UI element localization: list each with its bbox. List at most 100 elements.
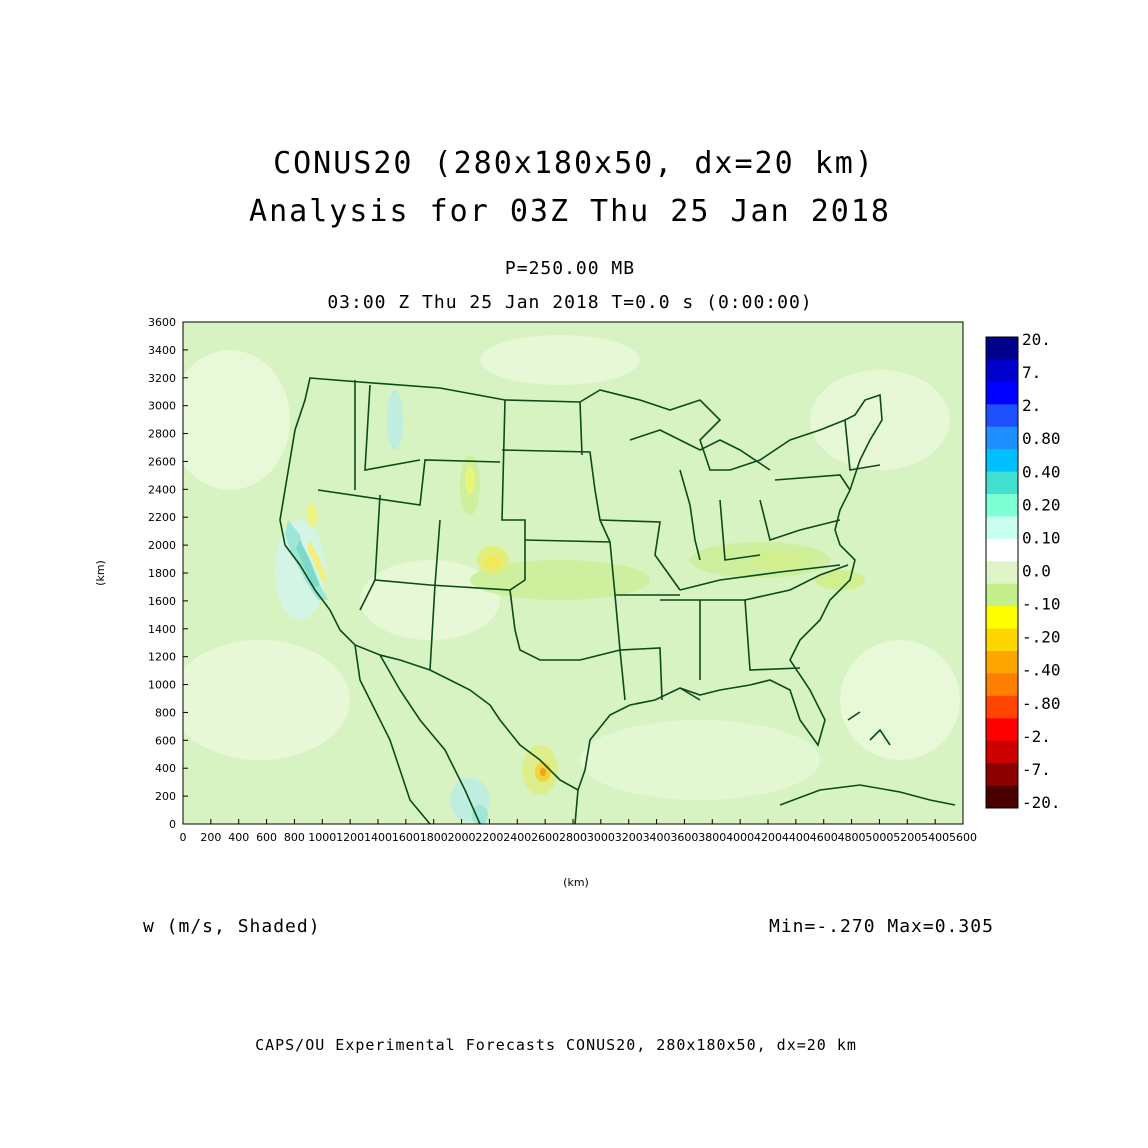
colorbar-swatch xyxy=(986,606,1018,630)
x-tick-label: 2400 xyxy=(503,831,531,844)
y-tick-label: 3000 xyxy=(148,400,176,413)
y-tick-label: 1600 xyxy=(148,595,176,608)
variable-label: w (m/s, Shaded) xyxy=(143,916,321,937)
colorbar-label: 0.20 xyxy=(1022,495,1061,514)
colorbar-swatch xyxy=(986,337,1018,360)
colorbar-swatch xyxy=(986,740,1018,764)
x-axis-ticks: 0 200 400 600 800 1000 1200 1400 1600 1800 2000 220… xyxy=(180,819,977,844)
y-tick-label: 1800 xyxy=(148,567,176,580)
colorbar-label: 0.0 xyxy=(1022,562,1051,581)
colorbar-frame xyxy=(985,336,1019,809)
shaded-field xyxy=(183,335,960,824)
colorbar-label: 2. xyxy=(1022,396,1041,415)
colorbar-swatch xyxy=(986,449,1018,473)
y-tick-label: 600 xyxy=(155,734,176,747)
colorbar: 20. 7. 2. 0.80 0.40 0.20 0.10 0.0 -.10 -.20 -.40 -.… xyxy=(985,330,1061,812)
x-tick-label: 3800 xyxy=(698,831,726,844)
colorbar-swatch xyxy=(986,561,1018,585)
x-tick-label: 4800 xyxy=(838,831,866,844)
y-tick-label: 2600 xyxy=(148,455,176,468)
y-axis-ticks: 0 200 400 600 800 1000 1200 1400 1600 1800 2000 220… xyxy=(148,316,188,831)
colorbar-swatch xyxy=(986,426,1018,450)
colorbar-label: -.80 xyxy=(1022,694,1061,713)
x-tick-label: 800 xyxy=(284,831,305,844)
colorbar-swatch xyxy=(986,404,1018,428)
x-tick-label: 5000 xyxy=(865,831,893,844)
x-tick-label: 3000 xyxy=(587,831,615,844)
colorbar-label: 7. xyxy=(1022,363,1041,382)
y-axis-label: (km) xyxy=(94,560,107,586)
colorbar-label: 0.80 xyxy=(1022,429,1061,448)
colorbar-label: -7. xyxy=(1022,760,1051,779)
x-tick-label: 600 xyxy=(256,831,277,844)
title-line-1: CONUS20 (280x180x50, dx=20 km) xyxy=(273,146,875,181)
y-tick-label: 0 xyxy=(169,818,176,831)
x-tick-label: 1200 xyxy=(336,831,364,844)
colorbar-swatch xyxy=(986,673,1018,697)
colorbar-swatch xyxy=(986,538,1018,562)
x-tick-label: 1400 xyxy=(364,831,392,844)
x-tick-label: 4200 xyxy=(754,831,782,844)
map-boundaries xyxy=(279,377,956,824)
y-tick-label: 1200 xyxy=(148,651,176,664)
colorbar-swatch xyxy=(986,718,1018,742)
colorbar-swatch xyxy=(986,381,1018,405)
colorbar-swatch xyxy=(986,785,1018,809)
min-max-label: Min=-.270 Max=0.305 xyxy=(769,916,994,937)
y-tick-label: 2400 xyxy=(148,483,176,496)
y-tick-label: 3600 xyxy=(148,316,176,329)
y-tick-label: 800 xyxy=(155,706,176,719)
x-tick-label: 4000 xyxy=(726,831,754,844)
y-tick-label: 200 xyxy=(155,790,176,803)
x-axis-label: (km) xyxy=(563,876,589,889)
colorbar-swatch xyxy=(986,763,1018,787)
x-tick-label: 5400 xyxy=(921,831,949,844)
colorbar-label: -.20 xyxy=(1022,628,1061,647)
y-tick-label: 3200 xyxy=(148,372,176,385)
y-tick-label: 1400 xyxy=(148,623,176,636)
y-tick-label: 2800 xyxy=(148,428,176,441)
x-tick-label: 3600 xyxy=(670,831,698,844)
x-tick-label: 2600 xyxy=(531,831,559,844)
colorbar-swatch xyxy=(986,651,1018,674)
x-tick-label: 1000 xyxy=(308,831,336,844)
title-line-2: Analysis for 03Z Thu 25 Jan 2018 xyxy=(249,194,891,229)
y-tick-label: 3400 xyxy=(148,344,176,357)
y-tick-label: 2000 xyxy=(148,539,176,552)
colorbar-swatch xyxy=(986,628,1018,652)
x-tick-label: 0 xyxy=(180,831,187,844)
valid-time-label: 03:00 Z Thu 25 Jan 2018 T=0.0 s (0:00:00… xyxy=(327,292,813,313)
colorbar-label: -20. xyxy=(1022,793,1061,812)
colorbar-swatch xyxy=(986,516,1018,540)
colorbar-swatch xyxy=(986,471,1018,495)
x-tick-label: 5600 xyxy=(949,831,977,844)
x-tick-label: 1600 xyxy=(392,831,420,844)
x-tick-label: 4400 xyxy=(782,831,810,844)
colorbar-swatch xyxy=(986,583,1018,607)
x-tick-label: 400 xyxy=(228,831,249,844)
colorbar-swatch xyxy=(986,494,1018,517)
colorbar-label: 20. xyxy=(1022,330,1051,349)
y-tick-label: 1000 xyxy=(148,679,176,692)
colorbar-label: -.10 xyxy=(1022,595,1061,614)
x-tick-label: 200 xyxy=(200,831,221,844)
y-tick-label: 400 xyxy=(155,762,176,775)
colorbar-swatch xyxy=(986,359,1018,383)
colorbar-swatch xyxy=(986,695,1018,719)
x-tick-label: 5200 xyxy=(893,831,921,844)
x-tick-label: 3200 xyxy=(615,831,643,844)
x-tick-label: 3400 xyxy=(643,831,671,844)
pressure-level-label: P=250.00 MB xyxy=(504,258,636,279)
x-tick-label: 4600 xyxy=(810,831,838,844)
x-tick-label: 2000 xyxy=(448,831,476,844)
colorbar-label: 0.10 xyxy=(1022,528,1061,547)
colorbar-label: -2. xyxy=(1022,727,1051,746)
x-tick-label: 2200 xyxy=(475,831,503,844)
footer-credit: CAPS/OU Experimental Forecasts CONUS20, … xyxy=(255,1036,857,1054)
colorbar-label: 0.40 xyxy=(1022,462,1061,481)
x-tick-label: 1800 xyxy=(420,831,448,844)
x-tick-label: 2800 xyxy=(559,831,587,844)
y-tick-label: 2200 xyxy=(148,511,176,524)
colorbar-label: -.40 xyxy=(1022,661,1061,680)
